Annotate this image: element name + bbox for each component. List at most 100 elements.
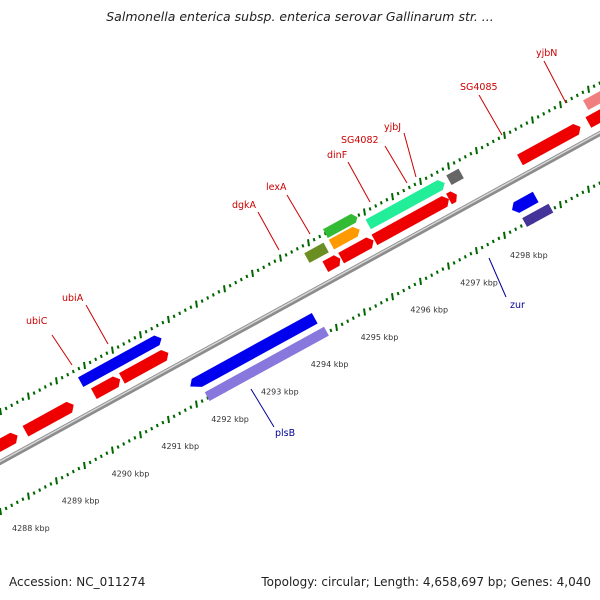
gene-arrow[interactable] — [90, 374, 123, 399]
tick-mark — [111, 446, 114, 454]
tick-mark — [116, 445, 120, 449]
gene-label[interactable]: zur — [510, 300, 525, 311]
tick-mark — [217, 290, 221, 294]
accession-label: Accession: NC_011274 — [9, 575, 146, 589]
forward-feature-row — [78, 72, 600, 387]
gene-arrow[interactable] — [322, 253, 343, 273]
tick-mark — [122, 342, 126, 346]
gene-arrow[interactable] — [365, 178, 448, 230]
tick-mark — [49, 382, 53, 386]
tick-mark — [469, 151, 473, 156]
tick-mark — [463, 254, 467, 259]
tick-mark — [531, 116, 534, 124]
tick-mark — [139, 331, 142, 339]
tick-mark — [391, 193, 394, 201]
tick-mark — [60, 375, 64, 380]
tick-mark — [71, 369, 75, 374]
tick-mark — [542, 112, 546, 116]
tick-mark — [88, 460, 92, 465]
gene-arrow[interactable] — [338, 235, 376, 264]
gene-label[interactable]: dinF — [327, 150, 347, 161]
tick-mark — [508, 130, 512, 135]
tick-mark — [83, 361, 86, 370]
gene-arrow[interactable] — [371, 194, 452, 246]
gene-arrow[interactable] — [328, 224, 362, 250]
gene-block[interactable] — [583, 72, 600, 111]
tick-mark — [346, 319, 350, 324]
tick-mark — [195, 400, 198, 408]
tick-mark — [301, 243, 305, 248]
tick-mark — [413, 182, 417, 187]
tick-mark — [83, 461, 86, 470]
tick-mark — [55, 377, 58, 385]
tick-mark — [105, 451, 109, 456]
tick-mark — [15, 400, 19, 405]
tick-mark — [127, 439, 131, 443]
tick-mark — [183, 408, 187, 413]
feature-track — [0, 72, 600, 461]
tick-mark — [430, 273, 434, 278]
tick-mark — [340, 322, 344, 327]
gene-arrow[interactable] — [446, 189, 460, 205]
tick-mark — [10, 503, 14, 508]
tick-mark — [536, 115, 540, 119]
tick-mark — [424, 276, 428, 281]
scale-tick-label: 4293 kbp — [261, 388, 299, 397]
gene-label[interactable]: ubiA — [62, 293, 84, 304]
tick-mark — [581, 190, 585, 195]
tick-mark — [441, 167, 445, 171]
gene-block[interactable] — [446, 168, 464, 186]
gene-arrow[interactable] — [517, 122, 583, 166]
tick-mark — [519, 224, 523, 228]
gene-label[interactable]: SG4082 — [341, 135, 379, 146]
gene-arrow[interactable] — [323, 212, 359, 239]
gene-block[interactable] — [522, 203, 554, 227]
gene-arrow[interactable] — [22, 400, 77, 437]
tick-mark — [368, 307, 372, 311]
genome-backbone — [0, 130, 600, 466]
gene-block[interactable] — [304, 242, 329, 263]
tick-mark — [55, 477, 58, 485]
gene-label[interactable]: yjbN — [536, 48, 557, 59]
tick-mark — [441, 267, 445, 271]
scale-tick-label: 4292 kbp — [211, 415, 249, 424]
tick-mark — [189, 305, 193, 309]
tick-mark — [385, 297, 389, 302]
tick-mark — [0, 507, 2, 516]
tick-mark — [144, 329, 148, 334]
gene-block[interactable] — [204, 326, 329, 401]
gene-arrow[interactable] — [187, 312, 318, 392]
gene-label[interactable]: plsB — [275, 428, 295, 439]
tick-mark — [480, 145, 484, 150]
tick-mark — [447, 162, 450, 170]
gene-label[interactable]: yjbJ — [384, 122, 401, 133]
gene-arrow[interactable] — [0, 430, 20, 461]
gene-arrow[interactable] — [119, 348, 171, 384]
tick-mark — [458, 158, 462, 162]
gene-label[interactable]: lexA — [266, 182, 287, 193]
tick-mark — [581, 90, 585, 95]
tick-mark — [587, 85, 590, 93]
tick-mark — [419, 177, 422, 185]
gene-label[interactable]: ubiC — [26, 316, 48, 327]
tick-mark — [368, 207, 372, 211]
tick-mark — [10, 403, 14, 408]
tick-mark — [273, 259, 277, 263]
tick-mark — [413, 282, 417, 287]
tick-mark — [357, 213, 361, 217]
tick-mark — [497, 236, 501, 241]
tick-mark — [172, 414, 176, 419]
scale-tick-label: 4291 kbp — [161, 442, 199, 451]
tick-mark — [262, 265, 266, 270]
tick-mark — [189, 405, 193, 409]
gene-arrow[interactable] — [78, 333, 164, 387]
gene-label[interactable]: dgkA — [232, 200, 257, 211]
tick-mark — [480, 245, 484, 250]
tick-mark — [575, 193, 579, 198]
tick-mark — [396, 291, 400, 296]
gene-label[interactable]: SG4085 — [460, 82, 498, 93]
tick-mark — [486, 142, 490, 147]
gene-arrow[interactable] — [509, 191, 539, 216]
tick-mark — [200, 299, 204, 303]
tick-mark — [290, 250, 294, 254]
